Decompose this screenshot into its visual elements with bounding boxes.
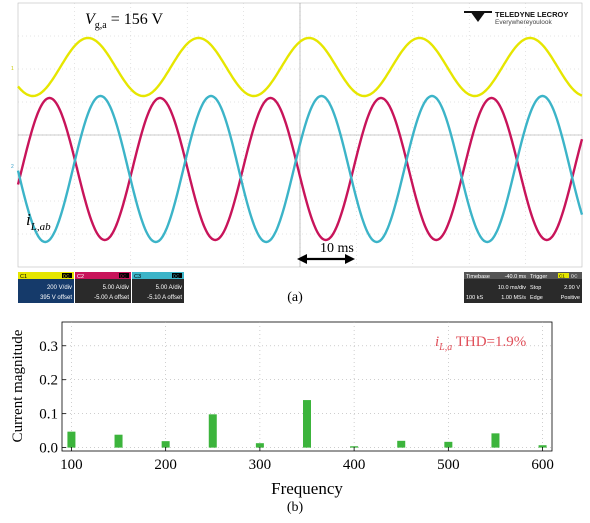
trigger-channel: C1: [559, 274, 565, 279]
bar-400: [350, 446, 359, 448]
bar-200: [161, 441, 170, 448]
time-span-label: 10 ms: [320, 241, 354, 256]
scope-traces: [16, 36, 584, 244]
bar-100: [67, 431, 76, 448]
x-axis-ticks: 100 200 300 400 500 600: [60, 447, 554, 473]
y-axis-ticks: 0.0 0.1 0.2 0.3: [39, 339, 66, 457]
trigger-slope: Positive: [561, 295, 580, 301]
bar-600: [538, 445, 547, 448]
x-axis-label: Frequency: [271, 479, 343, 498]
y-axis-label: Current magnitude: [10, 329, 26, 442]
thd-subscript: L,a: [438, 342, 452, 353]
timebase-samples: 100 kS: [466, 295, 483, 301]
channel-2-info: C2 DC 5.00 A/div -5.00 A offset: [75, 272, 131, 303]
channel-3-scale: 5.00 A/div: [156, 285, 182, 291]
x-tick-label: 100: [60, 457, 83, 473]
channel-3-info: C3 DC 5.00 A/div -5.10 A offset: [132, 272, 184, 303]
thd-value: THD=1.9%: [452, 334, 526, 350]
trace-c3: [16, 94, 584, 244]
trigger-level: 2.90 V: [564, 285, 580, 291]
caption-b: (b): [287, 500, 304, 515]
voltage-value: = 156 V: [111, 11, 164, 28]
channel-2-id: C2: [77, 274, 84, 280]
bar-250: [208, 414, 217, 448]
current-symbol: i: [26, 210, 31, 229]
channel-3-coupling: DC: [173, 274, 180, 279]
x-tick-label: 200: [154, 457, 177, 473]
channel-1-scale: 200 V/div: [47, 285, 72, 291]
time-span-arrow: [297, 254, 355, 264]
thd-annotation: iL,a THD=1.9%: [435, 334, 526, 353]
bar-350: [303, 400, 311, 448]
timebase-per-div: 10.0 ms/div: [498, 285, 526, 291]
channel-2-offset: -5.00 A offset: [94, 295, 129, 301]
voltage-subscript: g,a: [95, 20, 108, 31]
thd-symbol: i: [435, 334, 439, 350]
channel-1-marker: 1: [11, 66, 14, 72]
channel-1-id: C1: [20, 274, 27, 280]
channel-2-coupling: DC: [120, 274, 127, 279]
timebase-label: Timebase: [466, 274, 490, 280]
brand-tagline: Everywhereyoulook: [495, 19, 552, 26]
brand-name: TELEDYNE LECROY: [495, 10, 568, 19]
x-tick-label: 600: [531, 457, 554, 473]
y-tick-label: 0.1: [39, 407, 58, 423]
channel-3-offset: -5.10 A offset: [147, 295, 182, 301]
scope-grid: [18, 3, 582, 267]
bar-450: [397, 440, 406, 448]
timebase-trigger-panel: Timebase -40.0 ms 10.0 ms/div 100 kS 1.0…: [464, 272, 582, 303]
x-tick-label: 300: [249, 457, 272, 473]
y-tick-label: 0.0: [39, 441, 58, 457]
voltage-symbol: V: [85, 11, 97, 28]
current-annotation: iL,ab: [26, 210, 51, 233]
teledyne-logo: TELEDYNE LECROY Everywhereyoulook: [464, 10, 568, 26]
current-subscript: L,ab: [30, 221, 51, 233]
trace-c2: [16, 96, 584, 242]
channel-3-id: C3: [134, 274, 141, 280]
trigger-type: Edge: [530, 295, 543, 301]
y-tick-label: 0.3: [39, 339, 58, 355]
x-tick-label: 400: [343, 457, 366, 473]
x-tick-label: 500: [437, 457, 460, 473]
y-tick-label: 0.2: [39, 373, 58, 389]
channel-1-coupling: DC: [63, 274, 70, 279]
bar-500: [444, 441, 453, 448]
timebase-rate: 1.00 MS/s: [501, 295, 526, 301]
trigger-mode: Stop: [530, 285, 541, 291]
bar-300: [255, 443, 264, 448]
trigger-coupling: DC: [571, 274, 578, 279]
bar-series: [67, 400, 547, 448]
caption-a: (a): [287, 290, 303, 305]
plot-grid: [62, 322, 552, 451]
teledyne-logo-mark: [470, 11, 486, 22]
channel-2-scale: 5.00 A/div: [103, 285, 129, 291]
timebase-delay: -40.0 ms: [505, 274, 527, 280]
trace-c1: [17, 36, 583, 98]
channel-2-marker: 2: [11, 164, 14, 170]
channel-1-info: C1 DC 200 V/div 395 V offset: [18, 272, 74, 303]
bar-550: [491, 433, 500, 448]
channel-1-offset: 395 V offset: [40, 295, 72, 301]
voltage-annotation: Vg,a = 156 V: [85, 11, 163, 31]
trigger-label: Trigger: [530, 274, 547, 280]
bar-150: [114, 434, 123, 448]
